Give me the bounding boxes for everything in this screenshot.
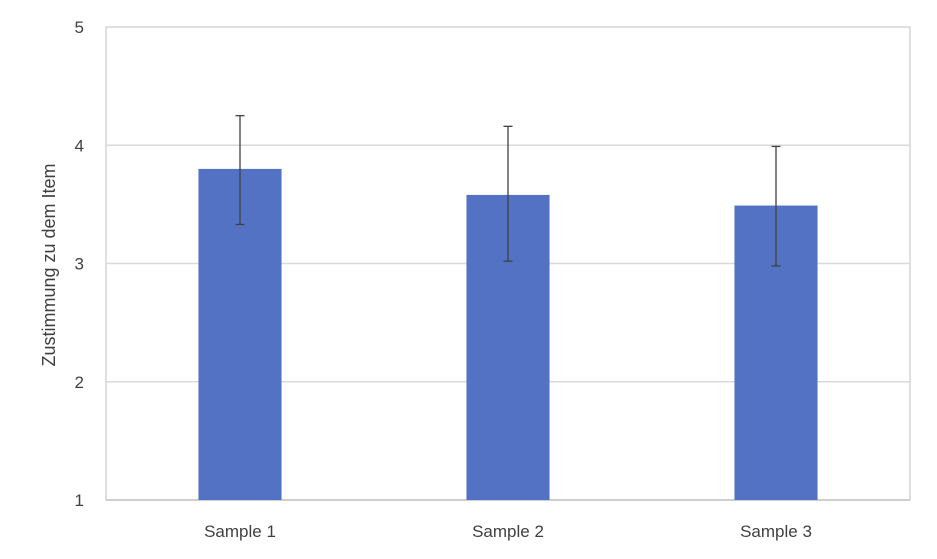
y-tick-label: 1: [75, 491, 84, 510]
y-tick-label: 3: [75, 255, 84, 274]
x-tick-label: Sample 3: [740, 522, 812, 541]
y-axis-ticks: 1 2 3 4 5: [75, 18, 84, 510]
y-tick-label: 4: [75, 136, 84, 155]
x-tick-label: Sample 2: [472, 522, 544, 541]
y-tick-label: 5: [75, 18, 84, 37]
y-axis-title: Zustimmung zu dem Item: [39, 163, 59, 366]
error-bars: [235, 115, 781, 267]
x-tick-label: Sample 1: [204, 522, 276, 541]
x-axis-ticks: Sample 1 Sample 2 Sample 3: [204, 522, 812, 541]
y-tick-label: 2: [75, 373, 84, 392]
